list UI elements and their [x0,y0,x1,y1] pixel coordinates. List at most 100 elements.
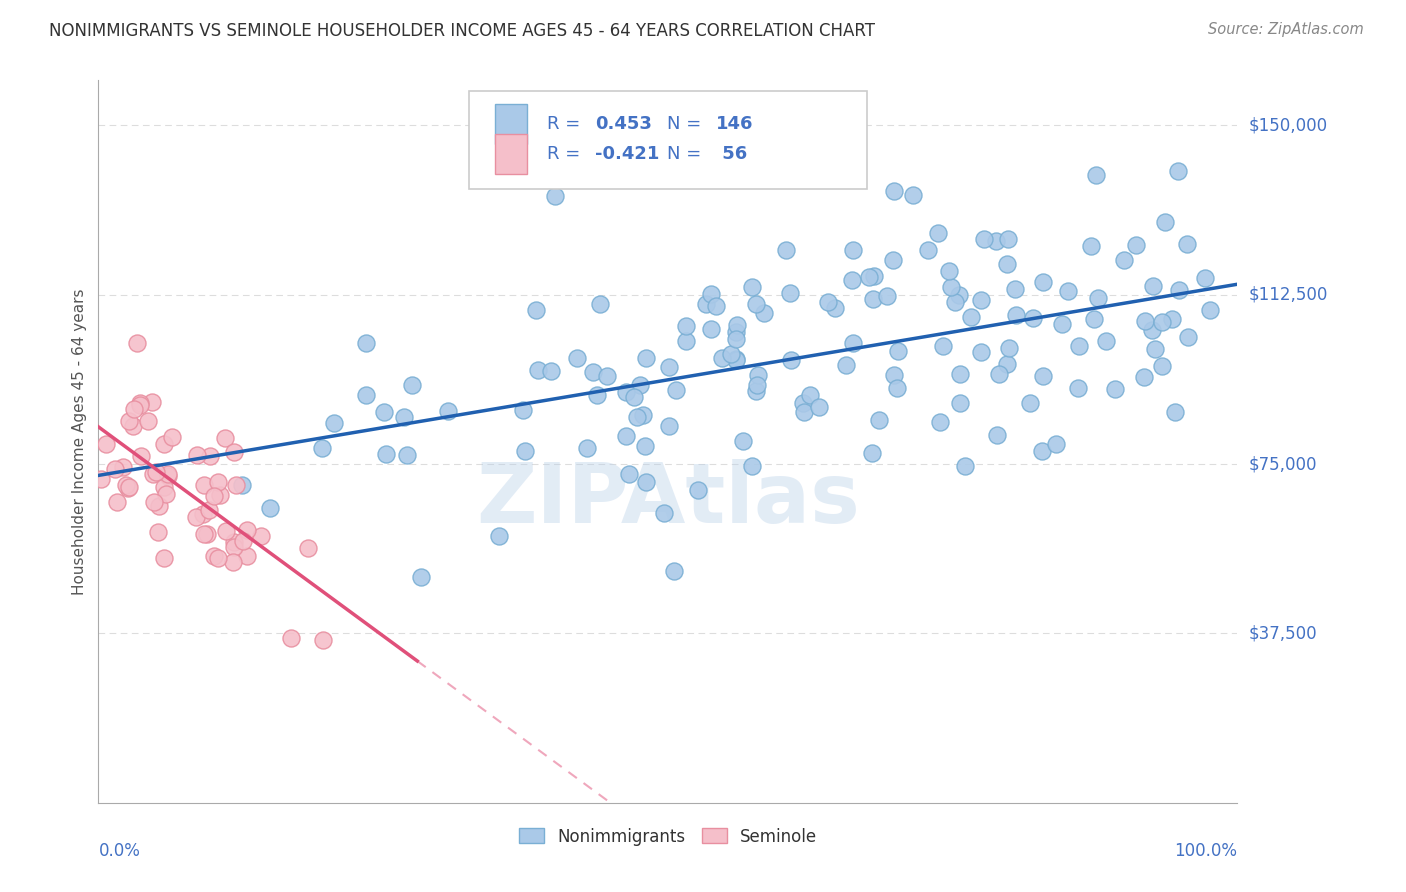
Point [104,462,127,476]
Text: $37,500: $37,500 [1249,624,1317,642]
Point [704,300,727,314]
Point [997,232,1019,246]
Point [658,419,681,434]
Point [652,506,675,520]
Point [395,448,418,462]
Point [779,285,801,300]
Point [1032,369,1054,384]
Point [1177,330,1199,344]
FancyBboxPatch shape [495,135,527,174]
Point [808,400,831,414]
Point [512,403,534,417]
Point [250,529,273,543]
Point [193,478,215,492]
Point [614,384,637,399]
Point [297,541,319,555]
Point [1135,314,1157,328]
Point [886,381,908,395]
Point [1194,270,1216,285]
Point [917,244,939,258]
Point [156,467,179,481]
Point [202,489,225,503]
Text: ZIPAtlas: ZIPAtlas [475,458,860,540]
Point [634,351,657,365]
Point [1004,282,1026,296]
Point [311,442,333,456]
FancyBboxPatch shape [495,104,527,144]
Point [943,295,966,310]
Point [513,444,536,458]
Point [834,358,856,372]
Point [1031,443,1053,458]
Point [1019,396,1042,410]
Point [799,388,821,402]
Point [1083,311,1105,326]
Point [544,188,567,202]
Point [105,495,128,509]
Text: 0.453: 0.453 [595,115,652,133]
Text: R =: R = [547,115,586,133]
Point [986,428,1008,442]
Point [236,549,259,563]
Point [860,446,883,460]
Point [752,306,775,320]
Point [582,365,605,379]
Text: 100.0%: 100.0% [1174,842,1237,860]
Point [775,243,797,257]
Text: NONIMMIGRANTS VS SEMINOLE HOUSEHOLDER INCOME AGES 45 - 64 YEARS CORRELATION CHAR: NONIMMIGRANTS VS SEMINOLE HOUSEHOLDER IN… [49,22,875,40]
Legend: Nonimmigrants, Seminole: Nonimmigrants, Seminole [512,821,824,852]
Point [725,318,748,332]
Point [724,352,747,367]
Point [841,273,863,287]
Point [193,527,215,541]
Point [1005,308,1028,322]
Point [117,481,139,495]
Point [142,467,165,482]
Point [143,494,166,508]
Point [658,359,681,374]
Point [932,339,955,353]
Point [724,326,747,340]
Point [1142,278,1164,293]
Point [112,459,135,474]
Point [883,368,905,382]
Point [186,509,208,524]
Point [1150,315,1173,329]
Point [628,378,651,392]
Point [1199,303,1222,318]
Point [883,184,905,198]
Text: 146: 146 [716,115,754,133]
Point [588,296,610,310]
Point [153,551,176,566]
Point [792,395,814,409]
Point [688,483,710,497]
Point [207,551,229,566]
Point [141,395,163,409]
Point [156,468,179,483]
Point [148,500,170,514]
Point [841,243,863,257]
Point [1140,323,1163,337]
Point [700,322,723,336]
Point [356,388,378,402]
Text: $75,000: $75,000 [1249,455,1317,473]
Point [540,364,562,378]
Y-axis label: Householder Income Ages 45 - 64 years: Householder Income Ages 45 - 64 years [72,288,87,595]
Text: $150,000: $150,000 [1249,117,1327,135]
Point [939,279,962,293]
Point [1150,359,1173,373]
Point [887,344,910,359]
Point [145,465,167,479]
Point [614,429,637,443]
Text: N =: N = [666,145,707,163]
Point [153,480,176,494]
Point [586,388,609,402]
Point [953,458,976,473]
Point [970,293,993,308]
Point [125,335,148,350]
Point [710,351,733,366]
Point [1163,405,1185,419]
Point [236,523,259,537]
Point [1050,318,1073,332]
Text: Source: ZipAtlas.com: Source: ZipAtlas.com [1208,22,1364,37]
